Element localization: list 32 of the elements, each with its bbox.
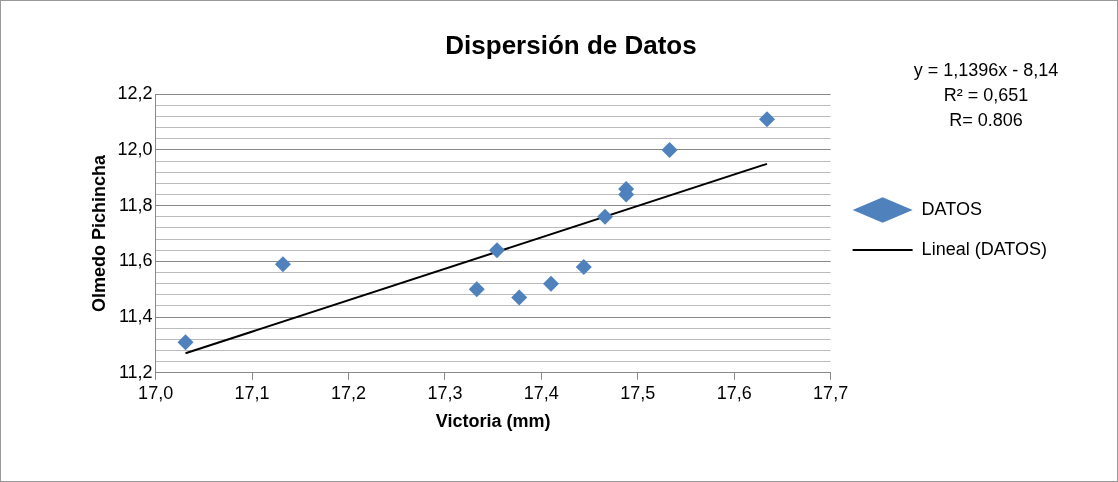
legend-label: Lineal (DATOS): [921, 238, 1048, 259]
x-tick-label: 17,1: [234, 382, 270, 403]
point: [661, 141, 678, 158]
chart-title: Dispersión de Datos: [445, 29, 697, 60]
point: [488, 242, 505, 259]
point: [511, 289, 528, 306]
point: [274, 256, 291, 273]
y-tick-label: 11,4: [118, 306, 153, 327]
y-tick-label: 11,2: [118, 361, 153, 382]
y-tick-label: 12,0: [117, 138, 153, 159]
y-axis-title: Olmedo Pichincha: [88, 154, 109, 313]
x-tick-label: 17,3: [427, 382, 463, 403]
point: [596, 208, 613, 225]
text: R² = 0,651: [943, 84, 1029, 105]
x-axis-title: Victoria (mm): [435, 411, 551, 432]
y-tick-label: 11,6: [118, 250, 153, 271]
x-tick-label: 17,2: [330, 382, 367, 403]
point: [177, 334, 194, 351]
x-tick-label: 17,0: [138, 382, 174, 403]
point: [542, 275, 559, 292]
point: [758, 111, 775, 128]
point: [575, 258, 592, 275]
legend-label: DATOS: [921, 198, 982, 219]
x-tick-label: 17,7: [813, 382, 849, 403]
x-tick-label: 17,6: [716, 382, 752, 403]
y-tick-label: 12,2: [117, 83, 153, 104]
y-tick-label: 11,8: [118, 194, 153, 215]
x-tick-label: 17,4: [523, 382, 559, 403]
text: R= 0.806: [949, 109, 1023, 130]
x-tick-label: 17,5: [620, 382, 656, 403]
point: [468, 281, 485, 298]
text: y = 1,1396x - 8,14: [913, 59, 1059, 80]
